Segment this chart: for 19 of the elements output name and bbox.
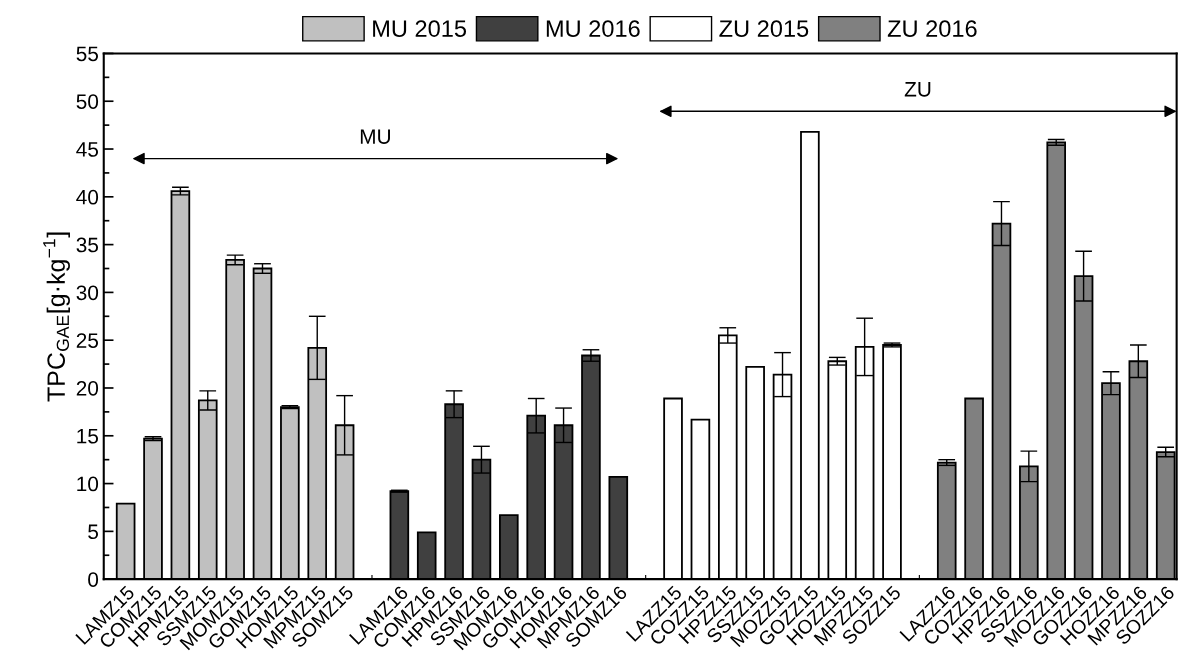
y-tick-label: 35 [76, 237, 99, 253]
y-axis-title: TPC$_{GAE}$[g·kg$^{−1}$] [43, 232, 70, 402]
legend-label: ZU 2015 [719, 20, 809, 37]
legend-label: MU 2016 [546, 20, 640, 37]
y-tick-label: 10 [77, 476, 99, 492]
legend-label: ZU 2016 [887, 20, 977, 37]
annotation: ZU [904, 82, 931, 97]
y-tick-label: 50 [76, 94, 99, 109]
y-tick-label: 25 [76, 333, 99, 348]
y-tick-label: 45 [76, 142, 99, 157]
y-tick-label: 55 [76, 46, 99, 62]
y-tick-label: 15 [77, 429, 99, 444]
y-tick-label: 0 [88, 572, 99, 587]
legend-label: MU 2015 [373, 20, 467, 37]
annotation: MU [360, 129, 390, 144]
y-tick-label: 40 [76, 189, 99, 205]
y-tick-label: 5 [88, 524, 99, 540]
y-tick-label: 20 [76, 380, 99, 396]
y-tick-label: 30 [76, 285, 99, 301]
